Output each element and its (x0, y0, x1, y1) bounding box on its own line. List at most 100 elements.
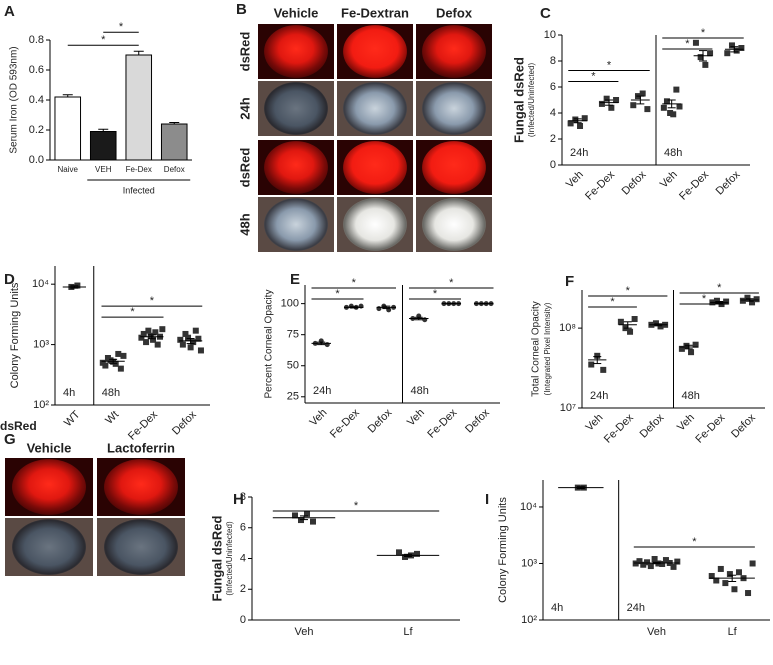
column-header: Vehicle (27, 440, 72, 455)
panel-label: D (4, 271, 15, 288)
micrograph-eye (104, 519, 178, 575)
data-point (636, 558, 643, 565)
row-label: dsRed (0, 419, 37, 433)
y-tick-label: 0 (550, 159, 556, 171)
data-point (177, 336, 184, 343)
panel-label: C (540, 5, 551, 22)
data-point (708, 573, 715, 580)
data-point (753, 296, 760, 303)
x-tick-label: Veh (675, 412, 697, 434)
period-label: 48h (664, 147, 682, 159)
bar (160, 123, 188, 161)
y-tick-label: 0.8 (29, 34, 44, 46)
micrograph-eye (422, 25, 486, 78)
data-point (724, 50, 731, 57)
data-point (588, 361, 595, 368)
x-tick-label: WT (62, 408, 83, 429)
data-point (598, 100, 605, 107)
data-point (726, 571, 733, 578)
data-point (147, 332, 154, 339)
data-point (670, 563, 677, 570)
micrograph-eye (422, 82, 486, 135)
y-tick-label: 0.0 (29, 154, 44, 166)
data-point (651, 556, 658, 563)
x-tick-label: Defox (164, 165, 185, 174)
period-label: 24h (627, 602, 645, 614)
micrograph-eye (343, 82, 407, 135)
data-point (707, 50, 714, 57)
panel-label: E (290, 271, 300, 288)
data-point (660, 104, 667, 111)
y-axis-label: Fungal dsRed (209, 515, 224, 601)
y-axis-sublabel: (Infected/Uninfected) (527, 63, 536, 138)
y-axis-label: Fungal dsRed (511, 57, 526, 143)
data-point (627, 328, 634, 335)
micrograph-eye (343, 25, 407, 78)
bar (54, 96, 82, 161)
data-point (688, 349, 695, 356)
x-tick-label: Fe-Dex (425, 406, 459, 440)
y-tick-label: 6 (240, 522, 246, 534)
y-tick-label: 0.4 (29, 94, 44, 106)
data-point (667, 110, 674, 116)
data-point (676, 103, 683, 110)
group-label: Infected (123, 185, 155, 195)
micrograph-eye (422, 141, 486, 194)
data-point (292, 512, 298, 519)
x-tick-label: Veh (405, 407, 427, 429)
data-point (185, 334, 192, 341)
data-point (745, 590, 752, 597)
data-point (386, 307, 392, 313)
y-tick-label: 75 (287, 329, 299, 341)
data-point (631, 316, 638, 323)
data-point (608, 104, 615, 111)
y-axis-label: Total Corneal Opacity (531, 301, 542, 397)
data-point (117, 365, 124, 372)
y-axis-label: Colony Forming Units (9, 282, 21, 388)
panel-label: B (236, 1, 247, 18)
panel-label: G (4, 431, 16, 448)
data-point (182, 330, 189, 337)
micrograph-eye (264, 25, 328, 78)
y-tick-label: 50 (287, 360, 299, 372)
column-header: Defox (436, 5, 473, 20)
data-point (414, 550, 420, 557)
y-tick-label: 0.6 (29, 64, 44, 76)
data-point (143, 339, 150, 346)
data-point (600, 366, 607, 373)
data-point (647, 563, 654, 570)
period-label: 24h (313, 385, 331, 397)
micrograph-eye (12, 519, 86, 575)
x-tick-label: Fe-Dex (328, 406, 362, 440)
significance-label: * (591, 70, 596, 82)
data-point (659, 560, 666, 567)
column-header: Lactoferrin (107, 440, 175, 455)
x-tick-label: Fe-Dex (583, 168, 617, 202)
y-axis-sublabel: (Infected/Uninfected) (225, 521, 234, 596)
x-tick-label: Defox (714, 168, 743, 197)
x-tick-label: Fe-Dex (693, 411, 727, 445)
x-tick-label: Defox (729, 411, 758, 440)
row-label: dsRed (237, 148, 252, 188)
data-point (572, 116, 579, 123)
x-tick-label: Veh (295, 626, 314, 638)
micrograph-eye (422, 198, 486, 251)
micrograph-eye (343, 198, 407, 251)
data-point (673, 86, 680, 93)
y-tick-label: 25 (287, 391, 299, 403)
data-point (112, 360, 119, 367)
x-tick-label: Defox (170, 408, 199, 437)
data-point (594, 352, 601, 359)
data-point (663, 98, 670, 105)
data-point (644, 559, 651, 566)
data-point (152, 329, 159, 336)
data-point (310, 518, 316, 525)
row-label: 24h (237, 97, 252, 119)
x-tick-label: Fe-Dex (602, 411, 636, 445)
x-tick-label: Defox (366, 406, 395, 435)
x-tick-label: Defox (620, 168, 649, 197)
period-label: 48h (411, 385, 429, 397)
x-tick-label: Veh (584, 412, 606, 434)
x-tick-label: Veh (658, 169, 680, 191)
